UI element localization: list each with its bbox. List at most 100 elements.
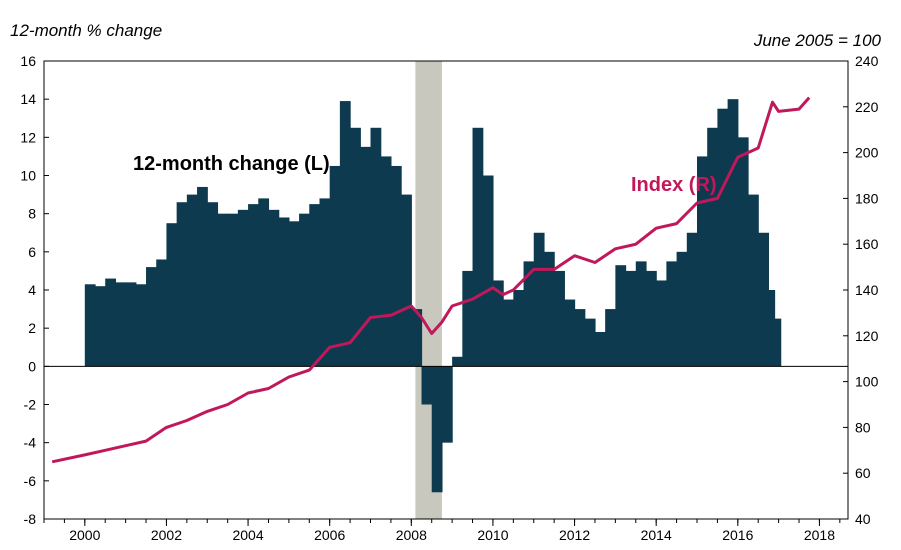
bar-12-month-change (615, 265, 627, 367)
left-tick-label: 8 (28, 206, 36, 222)
bar-12-month-change (370, 127, 382, 367)
left-tick-label: -6 (24, 473, 37, 489)
left-tick-label: 10 (20, 168, 36, 184)
bar-12-month-change (380, 156, 392, 367)
x-tick-label: 2012 (559, 527, 590, 543)
x-tick-label: 2014 (641, 527, 672, 543)
bar-12-month-change (554, 270, 565, 367)
index-line (51, 96, 811, 464)
bar-12-month-change (625, 270, 637, 367)
x-tick-label: 2016 (722, 527, 753, 543)
bar-12-month-change (645, 270, 657, 367)
bar-12-month-change (207, 202, 219, 367)
x-tick-label: 2002 (151, 527, 182, 543)
bar-12-month-change (686, 232, 698, 367)
bar-12-month-change (584, 318, 596, 367)
right-tick-label: 100 (855, 374, 879, 390)
bar-12-month-change (656, 280, 667, 367)
bar-12-month-change (390, 165, 402, 367)
bar-12-month-change (319, 198, 331, 367)
right-tick-label: 180 (855, 190, 879, 206)
bar-12-month-change (186, 194, 198, 367)
bar-12-month-change (748, 194, 759, 367)
bar-12-month-change (411, 309, 423, 367)
bar-12-month-change (574, 309, 586, 367)
bar-12-month-change (258, 198, 270, 367)
x-tick-label: 2008 (396, 527, 427, 543)
bar-12-month-change (115, 282, 127, 367)
bar-12-month-change (543, 251, 555, 367)
right-tick-label: 220 (855, 99, 879, 115)
bar-12-month-change (401, 194, 412, 367)
bar-12-month-change (217, 213, 229, 367)
bar-12-month-change (350, 127, 361, 367)
bar-12-month-change (176, 202, 188, 367)
bar-12-month-change (421, 366, 433, 405)
bar-12-month-change (472, 127, 484, 367)
bar-12-month-change (666, 261, 678, 367)
x-tick-label: 2000 (69, 527, 100, 543)
right-tick-label: 160 (855, 236, 879, 252)
bar-12-month-change (594, 331, 606, 367)
bar-12-month-change (431, 366, 443, 493)
left-tick-label: -2 (24, 397, 37, 413)
bar-12-month-change (513, 290, 525, 367)
bar-12-month-change (329, 165, 341, 367)
bar-12-month-change (441, 366, 453, 443)
bar-12-month-change (707, 127, 719, 367)
left-tick-label: 12 (20, 129, 36, 145)
bar-12-month-change (717, 108, 729, 367)
left-tick-label: 14 (20, 91, 36, 107)
bar-12-month-change (125, 282, 137, 367)
bar-12-month-change (360, 146, 372, 367)
bar-12-month-change (248, 204, 259, 367)
left-tick-label: 2 (28, 320, 36, 336)
bar-12-month-change (462, 270, 474, 367)
bar-12-month-change (299, 213, 310, 367)
annotation-12-month-change: 12-month change (L) (133, 153, 330, 175)
bar-12-month-change (197, 186, 208, 367)
x-tick-label: 2010 (477, 527, 508, 543)
right-tick-label: 140 (855, 282, 879, 298)
bar-12-month-change (523, 261, 535, 367)
bar-12-month-change (737, 137, 749, 367)
right-tick-label: 200 (855, 145, 879, 161)
bar-12-month-change (768, 290, 776, 367)
bar-12-month-change (533, 232, 545, 367)
bar-12-month-change (696, 156, 708, 367)
annotation-index: Index (R) (631, 174, 717, 196)
bar-12-month-change (166, 223, 178, 367)
left-tick-label: 6 (28, 244, 36, 260)
bar-12-month-change (758, 232, 770, 367)
bar-12-month-change (564, 299, 576, 367)
left-tick-label: -8 (24, 511, 37, 527)
bar-12-month-change (774, 318, 782, 367)
x-tick-label: 2004 (232, 527, 263, 543)
x-tick-label: 2006 (314, 527, 345, 543)
left-tick-label: -4 (24, 435, 37, 451)
right-tick-label: 120 (855, 328, 879, 344)
right-axis-title: June 2005 = 100 (753, 31, 881, 50)
bar-12-month-change (105, 278, 117, 367)
x-tick-label: 2018 (804, 527, 835, 543)
bar-12-month-change (156, 259, 168, 367)
bar-12-month-change (146, 267, 157, 367)
bar-12-month-change (605, 309, 616, 367)
bar-12-month-change (482, 175, 494, 367)
bar-12-month-change (727, 99, 739, 367)
bar-12-month-change (492, 280, 504, 367)
left-tick-label: 4 (28, 282, 36, 298)
bar-12-month-change (452, 356, 463, 367)
bar-12-month-change (135, 284, 147, 367)
bar-12-month-change (268, 209, 280, 367)
bar-12-month-change (278, 217, 290, 367)
bar-12-month-change (503, 299, 514, 367)
bar-12-month-change (288, 221, 300, 367)
bar-12-month-change (676, 251, 688, 367)
bar-12-month-change (84, 284, 96, 367)
bar-12-month-change (339, 101, 351, 367)
bar-12-month-change (635, 261, 647, 367)
left-tick-label: 16 (20, 53, 36, 69)
bar-12-month-change (95, 286, 106, 367)
